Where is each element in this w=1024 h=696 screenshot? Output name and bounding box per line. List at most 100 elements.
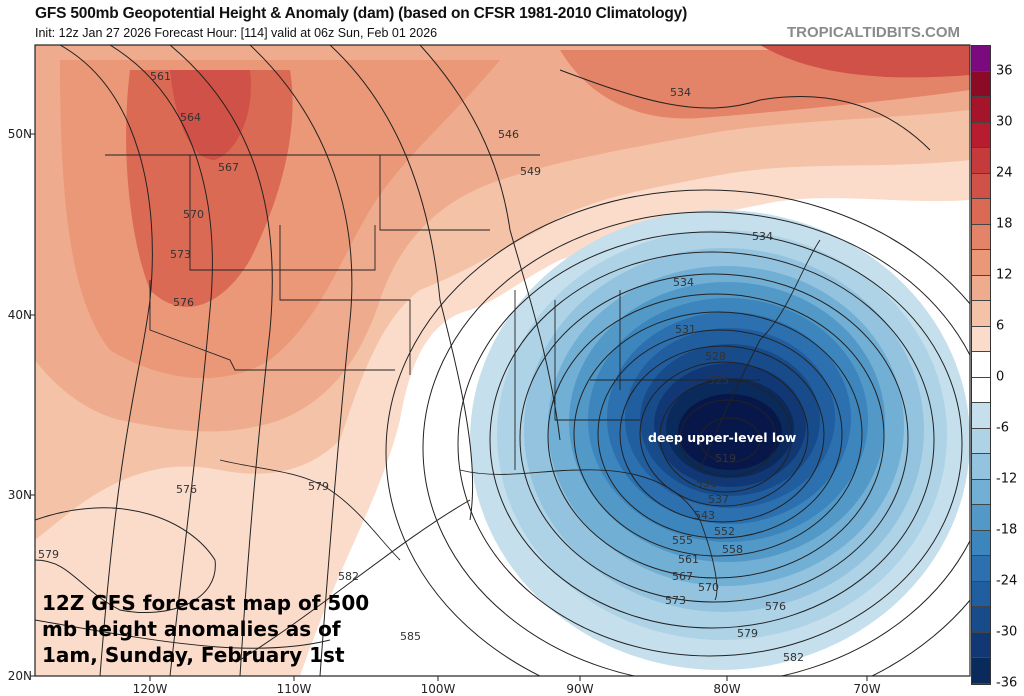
contour-label: 579 — [737, 627, 758, 640]
colorbar-segment — [972, 479, 990, 505]
colorbar-segment — [972, 122, 990, 148]
colorbar-label: 30 — [996, 114, 1013, 129]
brand-watermark: TROPICALTIDBITS.COM — [787, 24, 961, 41]
colorbar-segment — [972, 250, 990, 276]
contour-label: 531 — [675, 323, 696, 336]
contour-label: 564 — [180, 111, 201, 124]
colorbar-segment — [972, 556, 990, 582]
colorbar-label: 36 — [996, 63, 1013, 78]
colorbar-label: -6 — [996, 420, 1009, 435]
colorbar-segment — [972, 530, 990, 556]
contour-label: 582 — [338, 570, 359, 583]
lon-label-90w: 90W — [566, 682, 594, 696]
caption-line: 12Z GFS forecast map of 500 — [42, 591, 370, 615]
colorbar-segment — [972, 428, 990, 454]
lon-label-110w: 110W — [276, 682, 312, 696]
contour-label: 576 — [765, 600, 786, 613]
colorbar-segment — [972, 46, 990, 72]
lat-label-40n: 40N — [7, 308, 32, 322]
colorbar-label: -24 — [996, 573, 1018, 588]
contour-label: 570 — [183, 208, 204, 221]
colorbar-segment — [972, 632, 990, 658]
colorbar-segment — [972, 301, 990, 327]
map-frame — [34, 44, 971, 677]
colorbar-segment — [972, 173, 990, 199]
colorbar-label: 12 — [996, 267, 1013, 282]
map-title: GFS 500mb Geopotential Height & Anomaly … — [35, 5, 688, 22]
map-subtitle: Init: 12z Jan 27 2026 Forecast Hour: [11… — [35, 26, 438, 40]
contour-label: 567 — [672, 570, 693, 583]
lat-label-30n: 30N — [7, 488, 32, 502]
colorbar-segment — [972, 97, 990, 123]
low-contours — [385, 189, 970, 676]
caption-line: mb height anomalies as of — [42, 617, 341, 641]
positive-anomaly-fill — [35, 45, 970, 676]
contour-label: 573 — [170, 248, 191, 261]
colorbar-segment — [972, 199, 990, 225]
contour-labels: 561 564 567 570 573 576 534 546 549 534 534 531 528 5… — [38, 70, 804, 664]
colorbar-label: 0 — [996, 369, 1005, 384]
contour-label: 546 — [498, 128, 519, 141]
contour-label: 549 — [520, 165, 541, 178]
colorbar-segment — [972, 607, 990, 633]
contour-label: 519 — [715, 452, 736, 465]
negative-anomaly-fill — [470, 210, 970, 670]
axis-ticks — [30, 133, 868, 681]
colorbar-label: 18 — [996, 216, 1013, 231]
colorbar-label: 6 — [996, 318, 1005, 333]
contour-label: 525 — [708, 374, 729, 387]
colorbar-segment — [972, 326, 990, 352]
contour-label: 576 — [176, 483, 197, 496]
contour-label: 567 — [218, 161, 239, 174]
colorbar-segment — [972, 71, 990, 97]
contour-label: 558 — [722, 543, 743, 556]
contour-label: 534 — [752, 230, 773, 243]
colorbar-segment — [972, 454, 990, 480]
low-annotation: deep upper-level low — [648, 430, 797, 445]
colorbar-segment — [972, 658, 990, 684]
contour-label: 561 — [678, 553, 699, 566]
contour-label: 582 — [783, 651, 804, 664]
colorbar-label: 24 — [996, 165, 1013, 180]
colorbar-label: -30 — [996, 624, 1018, 639]
height-contours — [35, 45, 931, 676]
contour-label: 585 — [400, 630, 421, 643]
contour-label: 555 — [672, 534, 693, 547]
contour-label: 579 — [38, 548, 59, 561]
contour-label: 534 — [673, 276, 694, 289]
colorbar-segment — [972, 403, 990, 429]
colorbar-segment — [972, 352, 990, 378]
colorbar-label: -12 — [996, 471, 1018, 486]
contour-label: 561 — [150, 70, 171, 83]
colorbar-segment — [972, 683, 990, 684]
colorbar — [971, 45, 991, 685]
contour-label: 552 — [714, 525, 735, 538]
lon-label-70w: 70W — [853, 682, 881, 696]
lon-label-100w: 100W — [420, 682, 456, 696]
contour-label: 543 — [694, 509, 715, 522]
political-borders — [105, 154, 821, 601]
colorbar-segment — [972, 377, 990, 403]
colorbar-segment — [972, 148, 990, 174]
colorbar-segment — [972, 505, 990, 531]
contour-label: 534 — [670, 86, 691, 99]
contour-label: 570 — [698, 581, 719, 594]
contour-label: 573 — [665, 594, 686, 607]
lat-label-50n: 50N — [7, 127, 32, 141]
lon-label-80w: 80W — [713, 682, 741, 696]
contour-label: 576 — [173, 296, 194, 309]
lon-label-120w: 120W — [132, 682, 168, 696]
colorbar-segment — [972, 275, 990, 301]
lat-label-20n: 20N — [7, 669, 32, 683]
colorbar-segment — [972, 224, 990, 250]
colorbar-label: -36 — [996, 675, 1018, 690]
contour-label: 537 — [708, 493, 729, 506]
contour-label: 528 — [705, 350, 726, 363]
caption-line: 1am, Sunday, February 1st — [42, 643, 345, 667]
colorbar-label: -18 — [996, 522, 1018, 537]
caption: 12Z GFS forecast map of 500 mb height an… — [42, 590, 369, 668]
contour-label: 579 — [308, 480, 329, 493]
contour-label: 531 — [696, 477, 717, 490]
colorbar-segment — [972, 581, 990, 607]
